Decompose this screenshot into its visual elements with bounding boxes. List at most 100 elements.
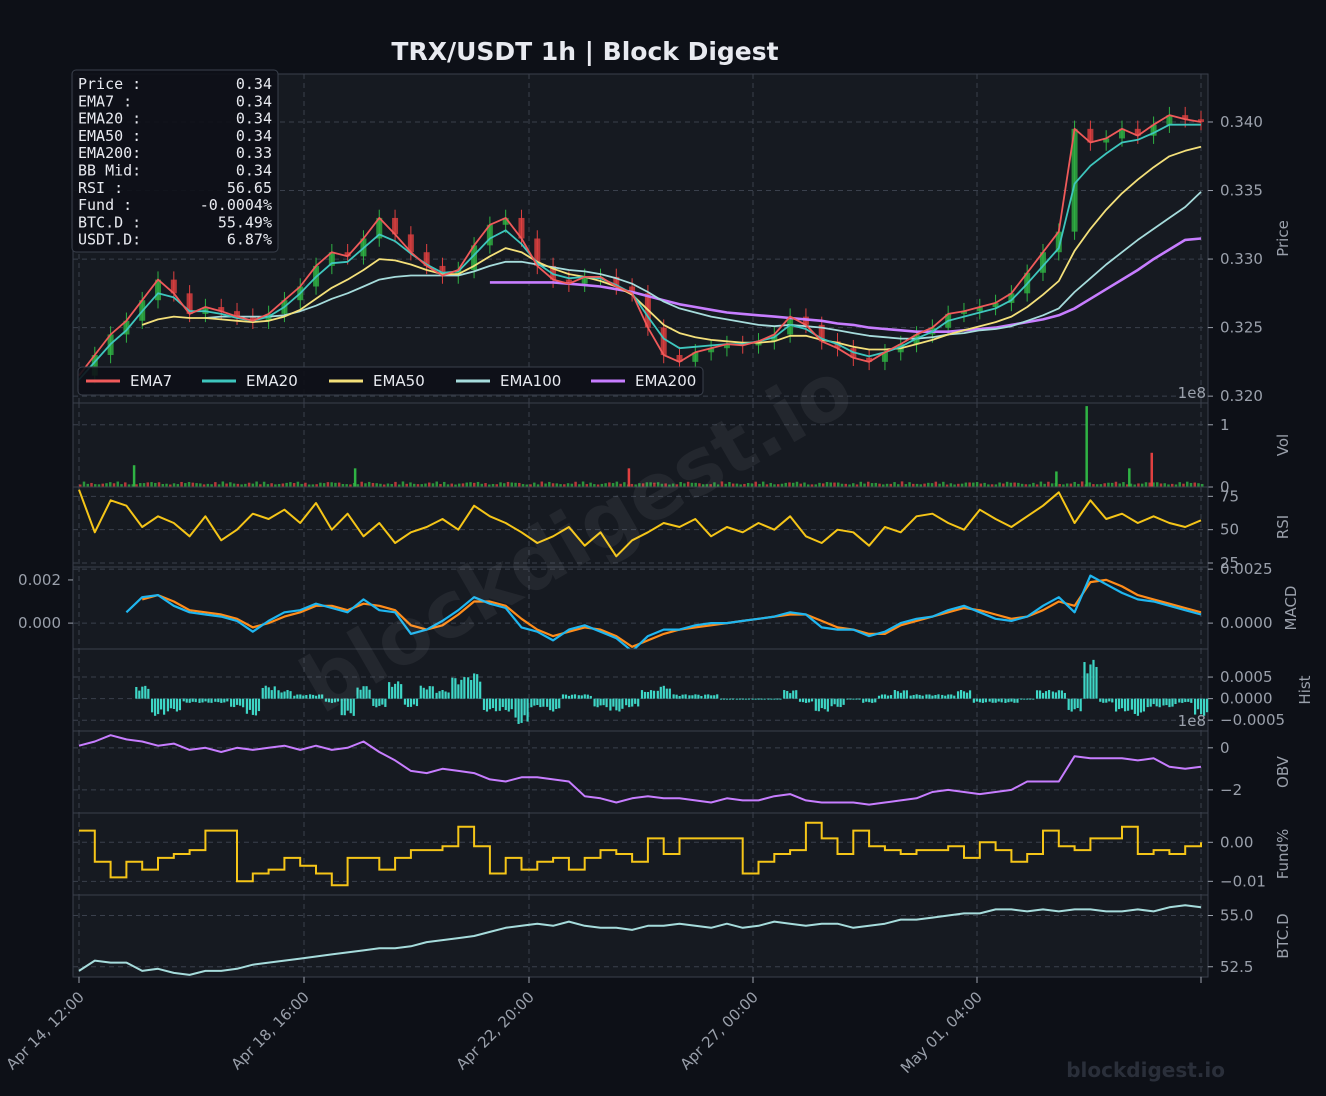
hist-bar (760, 698, 763, 700)
series-ema100 (205, 191, 1202, 340)
volume-bar (686, 481, 690, 487)
volume-bar (199, 483, 202, 487)
hist-bar (359, 689, 362, 699)
volume-bar (945, 484, 949, 487)
volume-bar (915, 483, 919, 487)
volume-bar (416, 484, 420, 487)
volume-bar (86, 483, 90, 487)
volume-bar (184, 483, 187, 487)
volume-bar (559, 484, 562, 487)
candle-body (802, 316, 809, 325)
hist-bar (467, 677, 470, 699)
rsi-tick-label: 25 (1220, 554, 1239, 572)
hist-bar (700, 695, 703, 699)
volume-bar (878, 483, 881, 487)
volume-bar (251, 483, 255, 487)
hist-bar (1007, 698, 1010, 703)
hist-bar (293, 695, 296, 699)
volume-bar (217, 484, 221, 487)
obv-tick-label: 0 (1220, 739, 1230, 757)
hist-bar (697, 694, 700, 699)
hist-bar (501, 698, 504, 708)
hist-bar (286, 690, 289, 699)
info-label: BTC.D : (78, 213, 141, 231)
volume-bar (889, 483, 893, 487)
volume-bar (1077, 483, 1080, 487)
volume-bar (1182, 483, 1185, 487)
volume-bar (210, 484, 213, 487)
hist-bar (178, 698, 182, 711)
volume-bar (394, 481, 397, 487)
volume-bar (266, 484, 270, 487)
hist-bar (1142, 698, 1145, 712)
volume-bar (247, 482, 251, 487)
hist-bar (988, 698, 991, 702)
hist-bar (1057, 690, 1060, 699)
hist-bar (425, 689, 428, 699)
hist-bar (488, 698, 492, 710)
hist-bar (810, 698, 814, 702)
volume-bar (491, 483, 495, 487)
hist-bar (194, 698, 197, 703)
volume-bar (236, 483, 240, 487)
hist-bar (921, 695, 924, 699)
volume-bar (510, 482, 514, 487)
volume-bar (1002, 483, 1005, 487)
volume-bar (300, 483, 303, 487)
volume-bar (739, 484, 742, 487)
volume-bar (634, 484, 637, 487)
info-label: Fund : (78, 196, 132, 214)
volume-bar (124, 482, 127, 487)
hist-bar (770, 698, 773, 700)
volume-bar (221, 481, 225, 487)
volume-bar (874, 482, 878, 487)
hist-bar (422, 687, 425, 699)
hist-bar (207, 698, 210, 703)
hist-bar (1013, 698, 1016, 703)
volume-bar (923, 483, 926, 487)
volume-bar (1118, 483, 1121, 487)
volume-bar (1043, 483, 1046, 487)
price-tick-label: 0.320 (1220, 387, 1263, 405)
candle-body (328, 252, 335, 266)
info-box-frame (71, 69, 279, 253)
volume-bar (701, 484, 705, 487)
hist-bar (1044, 691, 1048, 699)
hist-bar (1114, 698, 1118, 712)
volume-bar (442, 481, 446, 487)
hist-bar (991, 698, 994, 703)
obv-offset-label: 1e8 (1178, 712, 1206, 730)
hist-bar (981, 698, 984, 703)
hist-bar (520, 698, 523, 723)
volume-bar (791, 482, 795, 487)
hist-bar (163, 698, 166, 715)
hist-bar (646, 691, 650, 699)
hist-bar (915, 694, 918, 699)
hist-bar (918, 694, 921, 699)
volume-bar (135, 484, 138, 487)
volume-bar (255, 481, 258, 487)
hist-bar (1123, 698, 1127, 712)
candle-body (423, 252, 430, 266)
vol-plot-area (72, 402, 1209, 488)
hist-bar (280, 692, 283, 699)
hist-bar (138, 690, 141, 699)
candle-body (818, 324, 825, 342)
hist-bar (789, 693, 792, 699)
volume-bar (360, 481, 363, 487)
volume-bar (799, 483, 802, 487)
hist-bar (552, 698, 555, 712)
hist-bar (368, 689, 371, 699)
volume-bar (975, 481, 979, 487)
volume-bar (585, 484, 589, 487)
hist-bar (1206, 698, 1209, 713)
hist-bar (1181, 698, 1184, 703)
hist-bar (577, 695, 580, 699)
hist-bar (1102, 698, 1105, 703)
hist-bar (261, 687, 264, 699)
hist-bar (631, 698, 634, 707)
macd-tick-label: 0.0000 (1220, 614, 1273, 632)
hist-bar (652, 690, 656, 699)
hist-bar (605, 698, 608, 708)
volume-bar (334, 482, 337, 487)
